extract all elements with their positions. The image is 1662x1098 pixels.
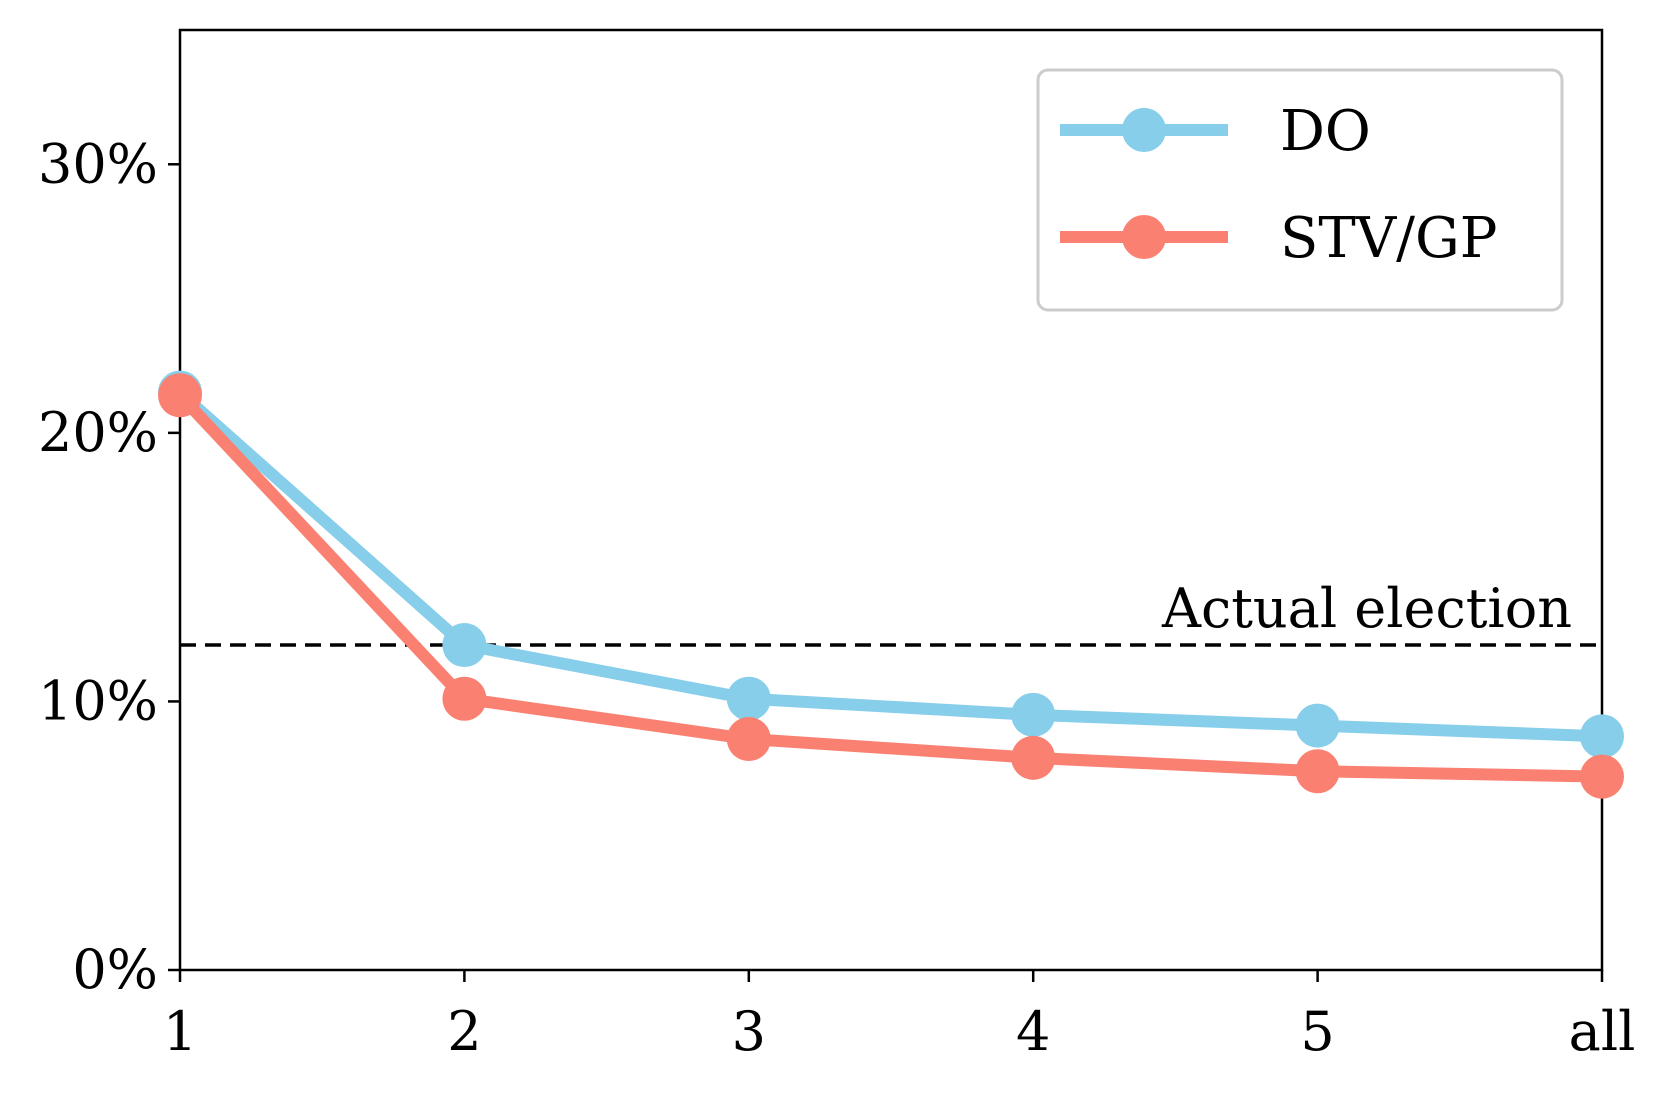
data-point-do (726, 676, 771, 721)
data-point-stv-gp (1011, 735, 1056, 780)
x-tick-label: 1 (163, 1000, 197, 1063)
data-point-do (442, 623, 487, 668)
data-point-stv-gp (1295, 749, 1340, 794)
series-line-stv-gp (174, 389, 1608, 783)
data-point-do (1580, 714, 1624, 759)
x-tick-label: 5 (1300, 1000, 1334, 1063)
legend-entry-stv-gp: STV/GP (1060, 206, 1497, 271)
x-axis: 1 2 3 4 5 all (163, 970, 1636, 1063)
y-tick-label: 30% (38, 132, 158, 195)
y-tick-label: 20% (38, 401, 158, 464)
data-point-do (1011, 692, 1056, 737)
legend-entry-do: DO (1060, 99, 1371, 164)
y-tick-label: 10% (38, 669, 158, 732)
legend-label-stv-gp: STV/GP (1280, 206, 1497, 271)
x-tick-label: all (1569, 1000, 1636, 1063)
plot-frame (178, 28, 1604, 972)
data-point-stv-gp (442, 676, 487, 721)
y-tick-label: 0% (72, 938, 158, 1001)
y-axis: 0% 10% 20% 30% (38, 132, 180, 1001)
data-point-do (1295, 703, 1340, 748)
x-tick-label: 2 (447, 1000, 481, 1063)
data-point-stv-gp (726, 717, 771, 762)
legend-swatch-marker-do (1122, 108, 1166, 152)
data-point-stv-gp (158, 373, 202, 418)
reference-line-group: Actual election (180, 577, 1602, 647)
legend-swatch-marker-stv-gp (1122, 215, 1166, 259)
x-tick-label: 4 (1016, 1000, 1050, 1063)
series-line-do (174, 386, 1608, 743)
data-point-stv-gp (1580, 754, 1624, 799)
series-layer (158, 370, 1624, 799)
legend-label-do: DO (1280, 99, 1371, 164)
series-stv-gp (158, 373, 1624, 799)
series-do (158, 370, 1624, 759)
reference-line-label: Actual election (1161, 577, 1572, 640)
legend: DO STV/GP (1036, 68, 1564, 312)
x-tick-label: 3 (732, 1000, 766, 1063)
